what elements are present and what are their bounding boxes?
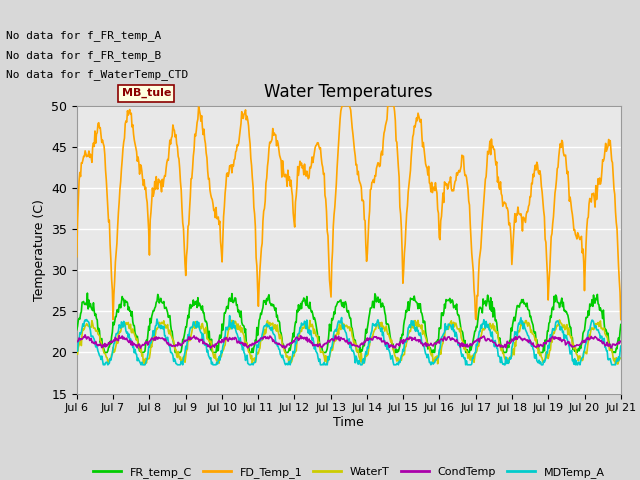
X-axis label: Time: Time: [333, 416, 364, 429]
Text: No data for f_FR_temp_A: No data for f_FR_temp_A: [6, 30, 162, 41]
Text: No data for f_FR_temp_B: No data for f_FR_temp_B: [6, 49, 162, 60]
Title: Water Temperatures: Water Temperatures: [264, 83, 433, 101]
Text: MB_tule: MB_tule: [122, 88, 171, 98]
Legend: FR_temp_C, FD_Temp_1, WaterT, CondTemp, MDTemp_A: FR_temp_C, FD_Temp_1, WaterT, CondTemp, …: [88, 463, 609, 480]
Y-axis label: Temperature (C): Temperature (C): [33, 199, 45, 300]
Text: No data for f_WaterTemp_CTD: No data for f_WaterTemp_CTD: [6, 69, 189, 80]
